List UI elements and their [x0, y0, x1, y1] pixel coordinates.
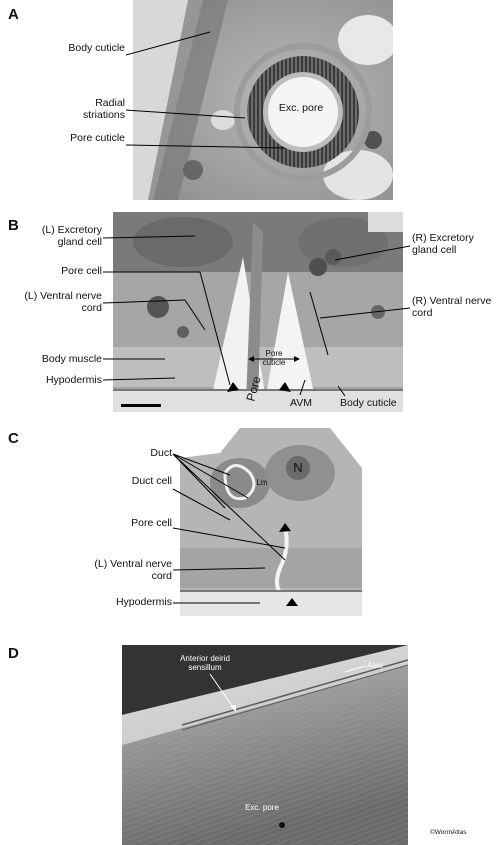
panel-b-letter: B: [8, 217, 19, 234]
wormatlas-credit: ©WormAtlas: [430, 829, 467, 836]
panel-b-body-cuticle-label: Body cuticle: [340, 397, 397, 409]
panel-b-hypodermis-label: Hypodermis: [45, 374, 102, 386]
panel-b-avm-label: AVM: [290, 397, 312, 409]
panel-d-sem-image: [122, 645, 408, 845]
panel-a-micrograph: [133, 0, 393, 200]
panel-a-body-cuticle-label: Body cuticle: [68, 42, 125, 54]
panel-d-alae-label: Alae: [367, 661, 384, 670]
panel-c-l-ventral-nerve-cord-label: (L) Ventral nerve cord: [94, 558, 172, 582]
panel-b-pore-cuticle-label: Pore cuticle: [262, 349, 286, 367]
panel-c-lm-label: Lm: [256, 478, 268, 487]
panel-b-r-excretory-gland-cell-label: (R) Excretory gland cell: [412, 232, 474, 256]
panel-d-exc-pore-label: Exc. pore: [245, 803, 279, 812]
panel-b-pore-cell-label: Pore cell: [61, 265, 102, 277]
panel-b-l-ventral-nerve-cord-label: (L) Ventral nerve cord: [24, 290, 102, 314]
panel-a-radial-striations-label: Radial striations: [82, 97, 125, 121]
panel-b-micrograph: [113, 212, 403, 412]
panel-c-pore-cell-label: Pore cell: [131, 517, 172, 529]
panel-b-body-muscle-label: Body muscle: [41, 353, 102, 365]
panel-c-micrograph: [180, 428, 362, 616]
panel-a-exc-pore-label: Exc. pore: [278, 102, 324, 114]
panel-a-letter: A: [8, 6, 19, 23]
panel-c-letter: C: [8, 430, 19, 447]
panel-c-n-label: N: [293, 460, 303, 475]
panel-b-r-ventral-nerve-cord-label: (R) Ventral nerve cord: [412, 295, 492, 319]
panel-d-anterior-deirid-sensillum-label: Anterior deirid sensillum: [180, 654, 230, 672]
panel-a-pore-cuticle-label: Pore cuticle: [70, 132, 125, 144]
panel-b-l-excretory-gland-cell-label: (L) Excretory gland cell: [41, 224, 102, 248]
panel-d-letter: D: [8, 645, 19, 662]
panel-c-duct-label: Duct: [150, 447, 172, 459]
panel-c-duct-cell-label: Duct cell: [131, 475, 172, 487]
panel-c-hypodermis-label: Hypodermis: [115, 596, 172, 608]
